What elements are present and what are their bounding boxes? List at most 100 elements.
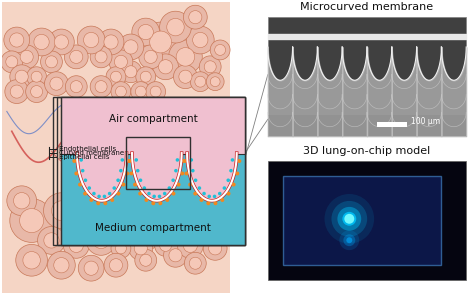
Circle shape xyxy=(4,27,30,53)
Circle shape xyxy=(215,45,226,55)
Circle shape xyxy=(89,198,93,202)
Circle shape xyxy=(77,26,105,54)
Circle shape xyxy=(70,210,102,241)
Circle shape xyxy=(83,32,99,48)
Bar xyxy=(268,17,466,136)
Circle shape xyxy=(70,50,83,63)
Bar xyxy=(268,161,466,280)
Bar xyxy=(57,97,245,245)
Circle shape xyxy=(31,86,43,98)
Circle shape xyxy=(204,61,216,73)
Circle shape xyxy=(331,201,367,237)
Circle shape xyxy=(131,82,151,101)
Circle shape xyxy=(92,192,96,195)
Circle shape xyxy=(169,40,202,74)
Circle shape xyxy=(117,192,120,196)
Circle shape xyxy=(150,86,161,97)
Circle shape xyxy=(10,199,54,242)
Circle shape xyxy=(193,192,197,196)
Circle shape xyxy=(20,50,33,63)
Text: Endothelial cells: Endothelial cells xyxy=(59,146,117,152)
Circle shape xyxy=(81,169,84,173)
Circle shape xyxy=(227,178,230,182)
Circle shape xyxy=(182,159,186,163)
Circle shape xyxy=(64,45,88,69)
Circle shape xyxy=(208,195,211,198)
Circle shape xyxy=(104,253,128,277)
Circle shape xyxy=(116,86,127,97)
Circle shape xyxy=(192,32,208,48)
Circle shape xyxy=(146,82,165,101)
Circle shape xyxy=(179,70,192,83)
Circle shape xyxy=(206,73,224,91)
Circle shape xyxy=(136,67,155,87)
Circle shape xyxy=(109,50,133,74)
Circle shape xyxy=(139,45,163,69)
Circle shape xyxy=(95,81,107,93)
Circle shape xyxy=(215,230,226,241)
Circle shape xyxy=(14,193,30,209)
Circle shape xyxy=(116,221,136,240)
Circle shape xyxy=(189,11,202,24)
Circle shape xyxy=(180,171,184,176)
Circle shape xyxy=(88,186,91,190)
Circle shape xyxy=(129,236,153,260)
Circle shape xyxy=(143,186,146,190)
Circle shape xyxy=(192,222,209,239)
Circle shape xyxy=(194,178,197,182)
Circle shape xyxy=(223,186,226,190)
Circle shape xyxy=(145,198,148,202)
Circle shape xyxy=(163,192,166,195)
Circle shape xyxy=(55,35,68,49)
Circle shape xyxy=(125,171,129,176)
Circle shape xyxy=(136,169,139,173)
Circle shape xyxy=(104,35,118,49)
Circle shape xyxy=(121,183,126,187)
Circle shape xyxy=(176,47,195,66)
Circle shape xyxy=(186,26,214,54)
Circle shape xyxy=(5,80,28,103)
Circle shape xyxy=(141,22,181,62)
Circle shape xyxy=(151,201,155,205)
Circle shape xyxy=(116,178,120,182)
Circle shape xyxy=(26,81,47,103)
Circle shape xyxy=(135,86,146,97)
Circle shape xyxy=(131,221,161,250)
Circle shape xyxy=(86,226,116,255)
Polygon shape xyxy=(2,2,230,293)
Circle shape xyxy=(1,51,23,73)
Circle shape xyxy=(147,192,151,195)
Circle shape xyxy=(342,212,356,226)
Circle shape xyxy=(27,67,46,87)
Circle shape xyxy=(93,232,109,248)
Circle shape xyxy=(129,171,133,176)
Circle shape xyxy=(99,209,113,223)
Circle shape xyxy=(200,198,203,202)
Circle shape xyxy=(346,237,352,243)
Circle shape xyxy=(158,195,161,198)
Circle shape xyxy=(96,201,100,205)
Circle shape xyxy=(150,31,172,53)
Circle shape xyxy=(210,226,230,245)
Circle shape xyxy=(135,158,138,162)
Circle shape xyxy=(80,158,83,162)
Circle shape xyxy=(7,186,36,216)
Circle shape xyxy=(95,51,107,63)
Circle shape xyxy=(343,234,356,246)
Circle shape xyxy=(185,216,215,245)
Circle shape xyxy=(23,251,40,269)
Circle shape xyxy=(337,207,361,231)
Circle shape xyxy=(167,18,184,36)
Circle shape xyxy=(164,243,187,267)
Circle shape xyxy=(78,255,104,281)
Circle shape xyxy=(160,11,191,43)
Circle shape xyxy=(191,169,195,173)
Circle shape xyxy=(158,60,173,74)
Circle shape xyxy=(6,56,18,68)
Circle shape xyxy=(64,232,89,258)
Circle shape xyxy=(158,201,163,205)
Circle shape xyxy=(84,261,98,275)
Circle shape xyxy=(98,29,124,55)
Circle shape xyxy=(206,201,210,205)
Circle shape xyxy=(153,54,179,80)
